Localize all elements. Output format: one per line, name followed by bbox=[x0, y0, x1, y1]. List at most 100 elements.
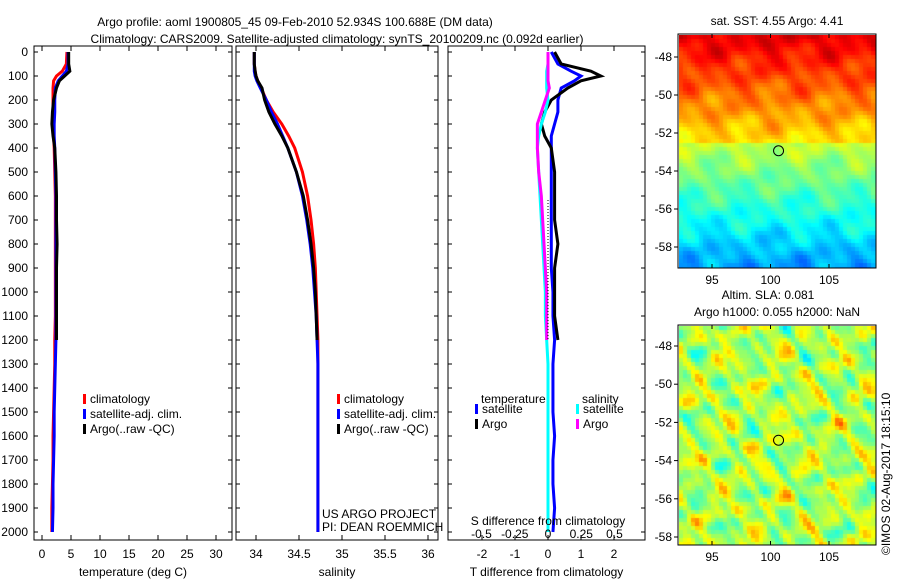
y-tick-label: 600 bbox=[8, 189, 28, 203]
legend-t-satellite-swatch bbox=[475, 404, 478, 414]
x2-tick-label: 0.25 bbox=[570, 527, 594, 541]
sst-heatmap bbox=[679, 35, 876, 268]
legend-label: Argo(..raw -QC) bbox=[344, 422, 429, 436]
x2-tick-label: 0.5 bbox=[606, 527, 623, 541]
x-tick-label: -1 bbox=[510, 547, 521, 561]
legend-label: climatology bbox=[344, 392, 404, 406]
map-y-tick-label: -50 bbox=[655, 88, 673, 102]
x2-tick-label: -0.5 bbox=[471, 527, 492, 541]
legend-t-argo-label: Argo bbox=[482, 417, 508, 431]
legend-label: climatology bbox=[90, 392, 150, 406]
x-tick-label: 2 bbox=[611, 547, 618, 561]
x-axis-label: salinity bbox=[319, 565, 356, 579]
series-t-argo bbox=[539, 51, 606, 341]
sla-map-frame bbox=[677, 324, 877, 546]
sst-map-title: sat. SST: 4.55 Argo: 4.41 bbox=[711, 14, 844, 28]
y-tick-label: 1300 bbox=[1, 357, 28, 371]
pi-label: PI: DEAN ROEMMICH bbox=[322, 520, 443, 534]
map-y-tick-label: -48 bbox=[655, 50, 673, 64]
plot-frame-1 bbox=[33, 45, 233, 541]
y-tick-label: 1400 bbox=[1, 381, 28, 395]
x-tick-label: 0 bbox=[39, 547, 46, 561]
x-tick-label: 5 bbox=[68, 547, 75, 561]
x-tick-label: 35 bbox=[335, 547, 349, 561]
sst-map-frame bbox=[677, 33, 877, 269]
project-label: US ARGO PROJECT bbox=[322, 507, 437, 521]
map-y-tick-label: -58 bbox=[655, 240, 673, 254]
x-axis-label: T difference from climatology bbox=[470, 565, 624, 579]
legend-swatch bbox=[83, 424, 86, 434]
y-tick-label: 100 bbox=[8, 69, 28, 83]
plot-frame-2 bbox=[235, 45, 439, 541]
y-tick-label: 1100 bbox=[2, 309, 28, 323]
legend-t-satellite-label: satellite bbox=[482, 402, 523, 416]
sla-map-title: Altim. SLA: 0.081 bbox=[722, 288, 815, 302]
map-y-tick-label: -58 bbox=[655, 530, 673, 544]
x-tick-label: 10 bbox=[93, 547, 107, 561]
legend-label: Argo(..raw -QC) bbox=[90, 422, 175, 436]
x-axis-label: temperature (deg C) bbox=[79, 565, 187, 579]
map-x-tick-label: 105 bbox=[819, 273, 839, 287]
y-tick-label: 1700 bbox=[1, 453, 28, 467]
y-tick-label: 1000 bbox=[1, 285, 28, 299]
x-tick-label: 25 bbox=[180, 547, 194, 561]
y-tick-label: 1200 bbox=[1, 333, 28, 347]
y-tick-label: 800 bbox=[8, 237, 28, 251]
map-x-tick-label: 100 bbox=[760, 550, 780, 564]
series-climatology bbox=[252, 52, 320, 532]
legend-swatch bbox=[337, 394, 340, 404]
x-tick-label: 0 bbox=[545, 547, 552, 561]
map-y-tick-label: -54 bbox=[655, 164, 673, 178]
sla-map-subtitle: Argo h1000: 0.055 h2000: NaN bbox=[694, 305, 860, 319]
map-x-tick-label: 105 bbox=[819, 550, 839, 564]
y-tick-label: 200 bbox=[8, 93, 28, 107]
plot-frame-3 bbox=[447, 45, 646, 541]
x-tick-label: 34 bbox=[249, 547, 263, 561]
legend-s-argo-label: Argo bbox=[583, 417, 609, 431]
x-tick-label: 34.5 bbox=[287, 547, 311, 561]
series-satellite-adj-clim- bbox=[50, 52, 70, 533]
x-tick-label: 20 bbox=[151, 547, 165, 561]
x-tick-label: 15 bbox=[122, 547, 136, 561]
legend-temperature-header: temperature bbox=[481, 392, 546, 406]
x-tick-label: 30 bbox=[209, 547, 223, 561]
y-tick-label: 1900 bbox=[1, 501, 28, 515]
x-tick-label: 35.5 bbox=[373, 547, 397, 561]
series-t-satellite bbox=[549, 51, 584, 533]
title-line1: Argo profile: aoml 1900805_45 09-Feb-201… bbox=[97, 15, 493, 29]
legend-label: satellite-adj. clim. bbox=[344, 407, 436, 421]
legend-swatch bbox=[83, 394, 86, 404]
legend-swatch bbox=[337, 424, 340, 434]
x2-tick-label: 0 bbox=[545, 527, 552, 541]
series-argo-raw-qc- bbox=[50, 52, 72, 340]
series-s-argo bbox=[535, 52, 551, 340]
x-tick-label: -2 bbox=[477, 547, 488, 561]
y-tick-label: 700 bbox=[8, 213, 28, 227]
y-tick-label: 2000 bbox=[1, 525, 28, 539]
map-y-tick-label: -56 bbox=[655, 202, 673, 216]
legend-t-argo-swatch bbox=[475, 419, 478, 429]
legend-swatch bbox=[83, 409, 86, 419]
y-tick-label: 900 bbox=[8, 261, 28, 275]
sst-map-argo-marker bbox=[773, 145, 785, 157]
legend-salinity-header: salinity bbox=[582, 392, 619, 406]
x2-tick-label: -0.25 bbox=[501, 527, 529, 541]
y-tick-label: 1800 bbox=[1, 477, 28, 491]
map-x-tick-label: 95 bbox=[705, 273, 719, 287]
map-x-tick-label: 95 bbox=[705, 550, 719, 564]
legend-swatch bbox=[337, 409, 340, 419]
series-argo-raw-qc- bbox=[252, 52, 319, 341]
x2-axis-label: S difference from climatology bbox=[471, 514, 626, 528]
x-tick-label: 36 bbox=[421, 547, 435, 561]
y-tick-label: 1500 bbox=[1, 405, 28, 419]
y-tick-label: 400 bbox=[8, 141, 28, 155]
legend-label: satellite-adj. clim. bbox=[90, 407, 182, 421]
map-x-tick-label: 100 bbox=[760, 273, 780, 287]
map-y-tick-label: -56 bbox=[655, 492, 673, 506]
legend-s-satellite-swatch bbox=[576, 404, 579, 414]
y-tick-label: 1600 bbox=[1, 429, 28, 443]
credit-label: ©IMOS 02-Aug-2017 18:15:10 bbox=[879, 392, 893, 555]
x-tick-label: 1 bbox=[578, 547, 585, 561]
y-tick-label: 500 bbox=[8, 165, 28, 179]
